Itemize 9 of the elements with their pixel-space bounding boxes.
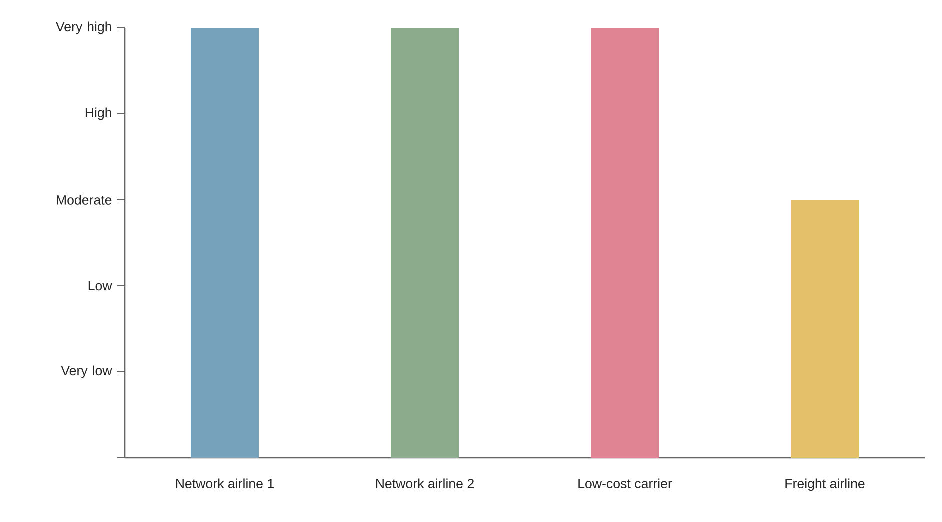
x-tick-label: Network airline 1 [176,478,274,488]
x-tick-label: Network airline 2 [376,478,474,488]
x-tick-label: Low-cost carrier [578,478,672,488]
text: Moderate [57,195,112,205]
text: Low [88,281,112,291]
x-tick-label: Freight airline [786,478,865,492]
text: Very high [56,22,112,34]
text: High [86,108,112,120]
text: Very low [61,366,112,378]
